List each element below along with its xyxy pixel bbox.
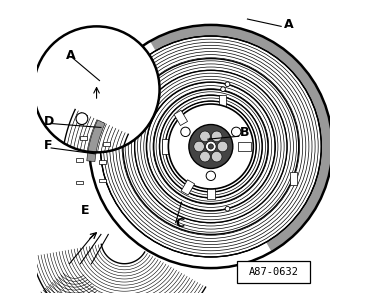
Text: A87-0632: A87-0632 [249,267,299,277]
Text: E: E [81,204,89,217]
Circle shape [76,113,88,125]
Circle shape [168,104,253,189]
Circle shape [181,127,190,137]
Circle shape [206,141,216,152]
Bar [238,142,251,151]
Bar [237,261,310,283]
Text: A: A [66,49,75,62]
Circle shape [225,207,230,211]
Circle shape [212,131,222,142]
Bar [80,136,87,140]
Circle shape [221,87,225,91]
Bar [76,159,83,162]
Circle shape [206,171,216,180]
Circle shape [225,82,230,86]
Text: B: B [240,126,250,139]
Bar [99,161,107,164]
Circle shape [34,26,160,152]
Text: C: C [176,217,185,230]
Bar [290,172,297,185]
Circle shape [200,151,210,162]
Bar [219,95,227,110]
Circle shape [212,151,222,162]
Text: D: D [44,115,54,127]
Wedge shape [150,25,332,252]
Circle shape [217,141,228,152]
Bar [162,139,169,154]
Bar [99,179,107,182]
Bar [174,110,187,125]
Circle shape [189,125,233,168]
Circle shape [208,144,213,149]
Text: F: F [44,139,52,152]
Circle shape [232,127,241,137]
Bar [76,181,83,184]
Circle shape [194,141,204,152]
Bar [181,180,195,195]
Bar [207,185,214,199]
Wedge shape [87,120,105,161]
Circle shape [89,25,332,268]
Circle shape [200,131,210,142]
Text: A: A [284,18,294,31]
Bar [102,142,109,146]
